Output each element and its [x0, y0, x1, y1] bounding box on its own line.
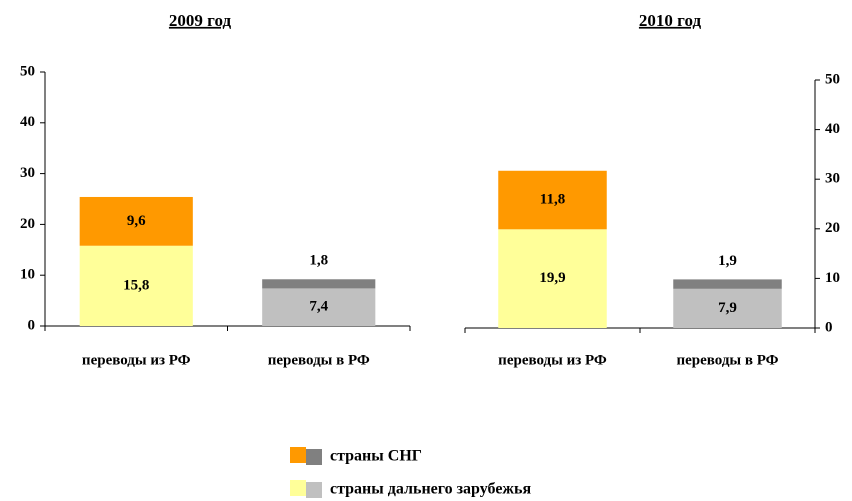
legend-swatch — [306, 449, 322, 465]
legend-label: страны СНГ — [330, 448, 422, 465]
bar-segment — [673, 279, 782, 289]
value-label: 1,8 — [309, 253, 328, 269]
chart-title: 2010 год — [639, 11, 702, 30]
value-label: 11,8 — [540, 191, 565, 207]
x-tick-label: переводы из РФ — [498, 352, 607, 368]
legend-swatch — [306, 482, 322, 498]
y-tick-label: 10 — [20, 267, 35, 283]
bar-segment — [79, 245, 193, 326]
x-tick-label: переводы в РФ — [268, 352, 370, 368]
y-tick-label: 10 — [825, 270, 840, 286]
y-tick-label: 40 — [825, 121, 840, 137]
bar-segment — [79, 196, 193, 246]
value-label: 9,6 — [127, 213, 146, 229]
value-label: 7,9 — [718, 300, 737, 316]
bar-segment — [673, 288, 782, 328]
legend-swatch — [290, 480, 306, 496]
x-tick-label: переводы в РФ — [676, 352, 778, 368]
bar-segment — [498, 170, 607, 230]
bar-segment — [262, 279, 376, 289]
bar-segment — [498, 229, 607, 328]
value-label: 19,9 — [539, 270, 565, 286]
x-tick-label: переводы из РФ — [82, 352, 191, 368]
y-tick-label: 20 — [20, 216, 35, 232]
value-label: 15,8 — [123, 277, 149, 293]
y-tick-label: 30 — [825, 171, 840, 187]
y-tick-label: 0 — [28, 317, 36, 333]
y-tick-label: 0 — [825, 319, 833, 335]
y-tick-label: 40 — [20, 114, 35, 130]
chart-title: 2009 год — [169, 11, 232, 30]
value-label: 7,4 — [309, 299, 328, 315]
bar-segment — [262, 288, 376, 326]
value-label: 1,9 — [718, 253, 737, 269]
y-tick-label: 30 — [20, 165, 35, 181]
y-tick-label: 50 — [825, 71, 840, 87]
y-tick-label: 50 — [20, 63, 35, 79]
legend-swatch — [290, 447, 306, 463]
y-tick-label: 20 — [825, 220, 840, 236]
legend-label: страны дальнего зарубежья — [330, 481, 531, 498]
